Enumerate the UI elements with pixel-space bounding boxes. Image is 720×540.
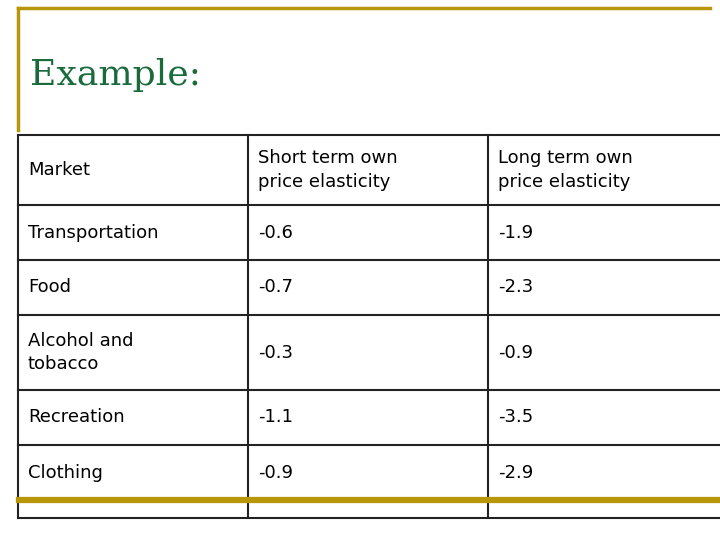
Text: Food: Food: [28, 279, 71, 296]
Text: Recreation: Recreation: [28, 408, 125, 427]
Text: -3.5: -3.5: [498, 408, 534, 427]
Text: Transportation: Transportation: [28, 224, 158, 241]
Text: -1.9: -1.9: [498, 224, 533, 241]
Text: -0.9: -0.9: [498, 343, 533, 361]
Text: -0.9: -0.9: [258, 463, 293, 482]
Text: Alcohol and
tobacco: Alcohol and tobacco: [28, 332, 133, 373]
Text: -0.3: -0.3: [258, 343, 293, 361]
Text: -0.6: -0.6: [258, 224, 293, 241]
Text: -0.7: -0.7: [258, 279, 293, 296]
Text: Clothing: Clothing: [28, 463, 103, 482]
Text: Example:: Example:: [30, 58, 201, 92]
Text: Short term own
price elasticity: Short term own price elasticity: [258, 149, 397, 191]
Text: Market: Market: [28, 161, 90, 179]
Text: -1.1: -1.1: [258, 408, 293, 427]
Text: -2.3: -2.3: [498, 279, 534, 296]
Text: Long term own
price elasticity: Long term own price elasticity: [498, 149, 633, 191]
Text: -2.9: -2.9: [498, 463, 534, 482]
